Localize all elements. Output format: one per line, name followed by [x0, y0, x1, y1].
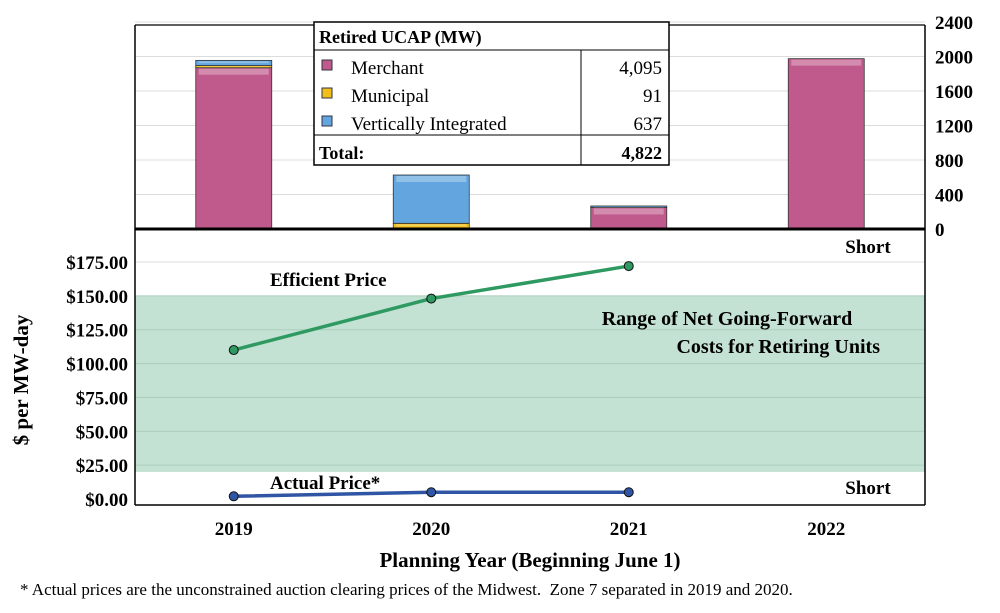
band-label: Range of Net Going-Forward	[602, 308, 853, 330]
x-tick: 2022	[807, 519, 845, 540]
legend-total-value: 4,822	[622, 143, 663, 163]
bar-vertically-integrated	[195, 59, 273, 66]
bar-vertically-integrated	[392, 174, 470, 224]
bar-highlight	[198, 61, 269, 64]
legend-table	[313, 21, 670, 166]
x-tick: 2020	[412, 519, 450, 540]
series-label: Efficient Price	[270, 270, 387, 291]
data-point	[623, 261, 634, 272]
legend-label: Municipal	[351, 86, 429, 107]
bar-vertically-integrated	[590, 205, 668, 208]
x-axis-label: Planning Year (Beginning June 1)	[379, 548, 680, 572]
y-axis-label: $ per MW-day	[9, 314, 33, 445]
bar-highlight	[198, 68, 269, 75]
x-tick: 2021	[610, 519, 648, 540]
y-tick-right: 400	[935, 186, 964, 207]
bar-highlight	[396, 224, 467, 227]
data-point	[426, 293, 437, 304]
y-tick-left: $50.00	[76, 422, 128, 443]
y-tick-left: $0.00	[85, 490, 128, 511]
y-tick-left: $100.00	[66, 355, 128, 376]
legend-swatch	[321, 115, 333, 127]
y-tick-right: 1200	[935, 117, 973, 138]
cost-range-band	[135, 295, 925, 472]
y-tick-right: 2000	[935, 48, 973, 69]
bar-highlight	[396, 176, 467, 183]
legend-swatch	[321, 59, 333, 71]
y-tick-left: $150.00	[66, 287, 128, 308]
bar-highlight	[791, 59, 862, 66]
legend-value: 637	[634, 114, 663, 135]
data-point	[623, 487, 634, 498]
y-tick-left: $25.00	[76, 456, 128, 477]
y-tick-right: 800	[935, 151, 964, 172]
legend-title: Retired UCAP (MW)	[319, 27, 482, 48]
y-tick-right: 2400	[935, 13, 973, 34]
annotation-short: Short	[845, 478, 891, 499]
bar-highlight	[593, 208, 664, 215]
legend-label: Merchant	[351, 58, 425, 79]
footnote: * Actual prices are the unconstrained au…	[20, 580, 793, 599]
legend-total-label: Total:	[319, 143, 364, 163]
y-tick-right: 1600	[935, 82, 973, 103]
x-tick: 2019	[215, 519, 253, 540]
legend-label: Vertically Integrated	[351, 114, 507, 135]
legend-swatch	[321, 87, 333, 99]
y-tick-left: $75.00	[76, 388, 128, 409]
bar-highlight	[198, 66, 269, 68]
data-point	[426, 487, 437, 498]
legend-value: 4,095	[619, 58, 662, 79]
annotation-short: Short	[845, 237, 891, 258]
data-point	[228, 491, 239, 502]
data-point	[228, 345, 239, 356]
bar-merchant	[787, 58, 865, 230]
y-tick-right: 0	[935, 220, 945, 241]
series-label: Actual Price*	[270, 473, 380, 494]
y-tick-left: $175.00	[66, 253, 128, 274]
y-tick-left: $125.00	[66, 321, 128, 342]
legend-value: 91	[643, 86, 662, 107]
bar-merchant	[195, 67, 273, 230]
band-label: Costs for Retiring Units	[676, 336, 880, 358]
